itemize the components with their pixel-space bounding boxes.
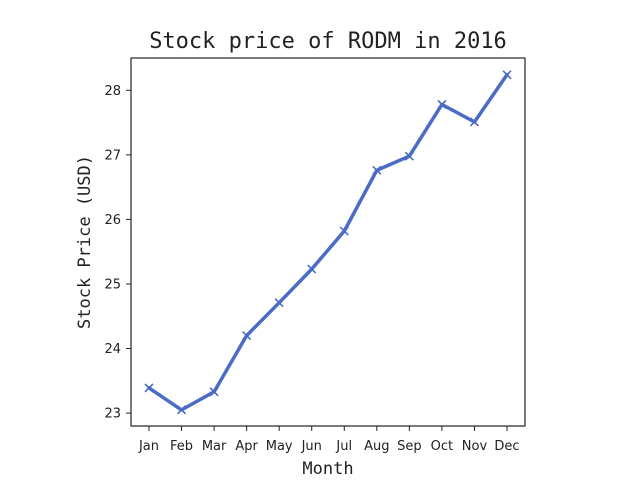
x-axis-label: Month: [302, 459, 353, 479]
data-point-marker: [307, 264, 317, 274]
x-tick-label: May: [266, 439, 293, 454]
y-tick-label: 24: [104, 342, 121, 357]
series-line: [147, 73, 509, 412]
x-tick-label: Dec: [494, 439, 519, 454]
y-tick-label: 23: [104, 407, 121, 422]
x-axis: Jan Feb Mar Apr May Jun Jul Aug Sep Oct Nov Dec: [138, 426, 520, 454]
x-tick-label: Apr: [235, 439, 258, 454]
y-tick-label: 26: [104, 213, 121, 228]
x-tick-label: Jun: [301, 439, 322, 454]
data-point-marker: [469, 117, 480, 127]
data-point-marker: [274, 298, 284, 308]
x-tick-label: Aug: [364, 439, 389, 454]
data-point-marker: [242, 331, 252, 341]
x-tick-label: Nov: [462, 439, 488, 454]
y-axis-label: Stock Price (USD): [75, 155, 95, 329]
data-point-marker: [404, 151, 414, 161]
data-point-marker: [372, 165, 382, 175]
y-axis: 23 24 25 26 27 28: [104, 84, 131, 422]
y-tick-label: 28: [104, 84, 121, 99]
y-tick-label: 25: [104, 277, 121, 292]
chart-title: Stock price of RODM in 2016: [149, 29, 507, 54]
x-tick-label: Oct: [431, 439, 453, 454]
data-point-marker: [502, 70, 512, 80]
x-tick-label: Jan: [138, 439, 159, 454]
y-tick-label: 27: [104, 148, 121, 163]
x-tick-label: Jul: [335, 439, 352, 454]
data-point-marker: [339, 226, 349, 236]
series-markers: [144, 70, 512, 415]
plot-area-frame: [130, 57, 526, 427]
data-point-marker: [144, 383, 154, 393]
data-point-marker: [209, 387, 219, 397]
data-point-marker: [176, 405, 187, 415]
x-tick-label: Feb: [170, 439, 193, 454]
data-point-marker: [437, 99, 447, 110]
x-tick-label: Mar: [202, 439, 227, 454]
x-tick-label: Sep: [397, 439, 422, 454]
